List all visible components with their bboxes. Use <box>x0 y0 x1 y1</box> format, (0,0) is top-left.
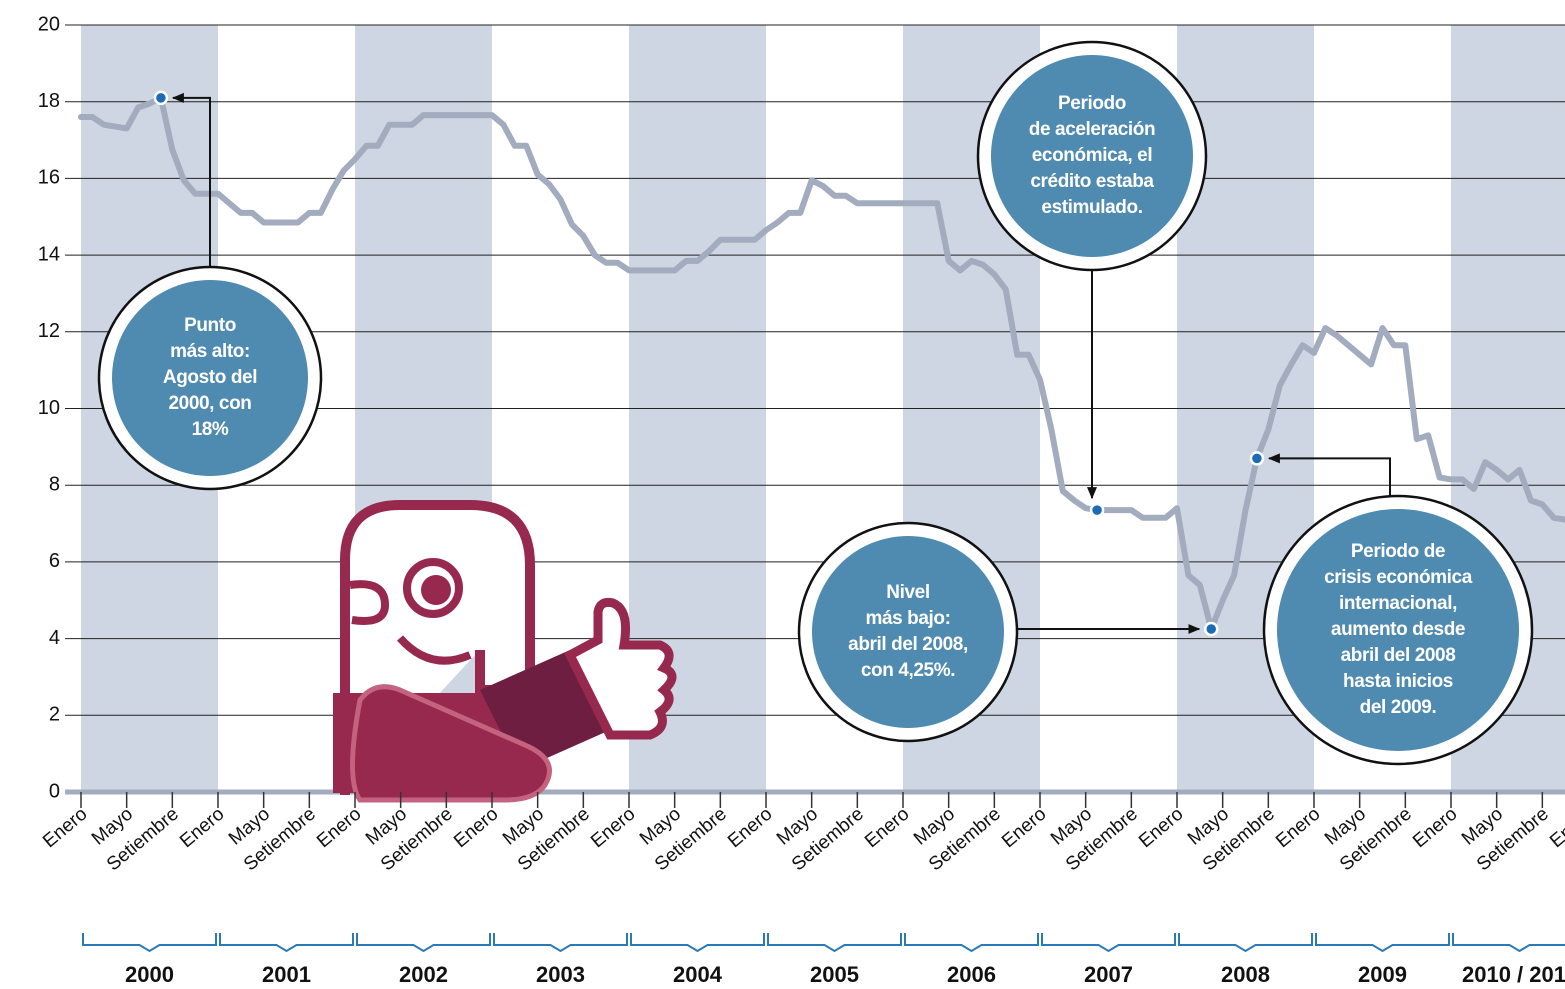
x-tick-label: Enero <box>724 804 776 853</box>
x-tick-label: Enero <box>998 804 1050 853</box>
year-bracket <box>1452 933 1565 953</box>
year-bracket <box>493 933 628 953</box>
y-tick-label: 20 <box>38 13 60 35</box>
callout-disc <box>1277 509 1519 751</box>
x-tick-label: Enero <box>587 804 639 853</box>
x-tick-label: Enero <box>450 804 502 853</box>
x-tick-label: Enero <box>861 804 913 853</box>
year-label: 2000 <box>125 962 174 987</box>
callout-text: con 4,25%. <box>861 660 955 681</box>
x-tick-label: Enero <box>1409 804 1461 853</box>
callout-text: crédito estaba <box>1030 171 1154 192</box>
y-tick-label: 12 <box>38 320 60 342</box>
year-label: 2004 <box>673 962 723 987</box>
data-line <box>78 94 1565 632</box>
callout-text: 2000, con <box>168 393 251 414</box>
callout-disc <box>812 536 1004 728</box>
x-tick-label: Enero <box>313 804 365 853</box>
y-tick-label: 4 <box>49 627 60 649</box>
year-bracket <box>82 933 217 953</box>
y-tick-label: 6 <box>49 550 60 572</box>
callout-text: estimulado. <box>1041 197 1142 218</box>
year-bracket <box>1178 933 1313 953</box>
mascot-ear <box>349 580 390 625</box>
mascot-arm <box>350 684 552 803</box>
callout-arrow <box>171 92 211 267</box>
callout-disc <box>112 280 308 476</box>
mascot-pupil <box>421 575 451 605</box>
highlight-point <box>153 90 169 106</box>
callout-arrow <box>1267 453 1391 496</box>
callout-text: aumento desde <box>1331 619 1465 640</box>
mascot-smile <box>397 635 472 665</box>
callout-text: abril del 2008 <box>1341 645 1456 666</box>
callout-text: más bajo: <box>865 608 950 629</box>
callout-text: 18% <box>192 419 229 440</box>
year-label: 2003 <box>536 962 585 987</box>
callout-text: Agosto del <box>163 367 257 388</box>
y-tick-label: 16 <box>38 167 60 189</box>
callout-text: internacional, <box>1339 593 1457 614</box>
callout-text: económica, el <box>1032 145 1152 166</box>
year-label: 2001 <box>262 962 311 987</box>
y-tick-label: 2 <box>49 704 60 726</box>
year-label: 2005 <box>810 962 859 987</box>
year-label: 2002 <box>399 962 448 987</box>
year-bracket <box>767 933 902 953</box>
y-tick-label: 14 <box>38 243 60 265</box>
x-tick-label: Enero <box>1135 804 1187 853</box>
y-tick-label: 0 <box>49 780 60 802</box>
callout-text: Periodo <box>1058 93 1126 114</box>
year-bracket <box>1041 933 1176 953</box>
callout-text: hasta inicios <box>1343 671 1453 692</box>
year-label: 2009 <box>1358 962 1407 987</box>
mascot-illustration <box>333 500 677 803</box>
year-bracket <box>630 933 765 953</box>
y-tick-label: 10 <box>38 397 60 419</box>
x-tick-label: Enero <box>1272 804 1324 853</box>
highlight-point <box>1204 621 1219 637</box>
year-label: 2006 <box>947 962 996 987</box>
callout-text: Punto <box>184 315 236 336</box>
y-tick-label: 18 <box>38 90 60 112</box>
year-bracket <box>904 933 1039 953</box>
callout-text: del 2009. <box>1360 697 1437 718</box>
plot <box>78 94 1565 632</box>
year-label: 2007 <box>1084 962 1133 987</box>
mascot-thumb <box>564 597 677 740</box>
highlight-point <box>1249 451 1265 466</box>
callout-text: de aceleración <box>1029 119 1155 140</box>
callout-text: abril del 2008, <box>848 634 968 655</box>
year-bracket <box>356 933 491 953</box>
callout-disc <box>991 55 1193 257</box>
callout-text: Periodo de <box>1351 541 1445 562</box>
callout-text: crisis económica <box>1324 567 1473 588</box>
callout-text: Nivel <box>886 582 929 603</box>
x-tick-label: Enero <box>176 804 228 853</box>
annotations: Punto más alto: Agosto del 2000, con 18% Peri… <box>97 40 1534 766</box>
callout-text: más alto: <box>170 341 250 362</box>
year-label: 2010 / 2011 <box>1462 962 1565 987</box>
year-label: 2008 <box>1221 962 1270 987</box>
x-tick-label: Enero <box>39 804 91 853</box>
x-tick-label: Enero <box>1546 804 1565 853</box>
x-axis: EneroMayoSetiembreEneroMayoSetiembreEner… <box>39 792 1565 987</box>
y-tick-label: 8 <box>49 473 60 495</box>
highlight-point <box>1089 502 1105 518</box>
year-bracket <box>1315 933 1450 953</box>
year-bracket <box>219 933 354 953</box>
